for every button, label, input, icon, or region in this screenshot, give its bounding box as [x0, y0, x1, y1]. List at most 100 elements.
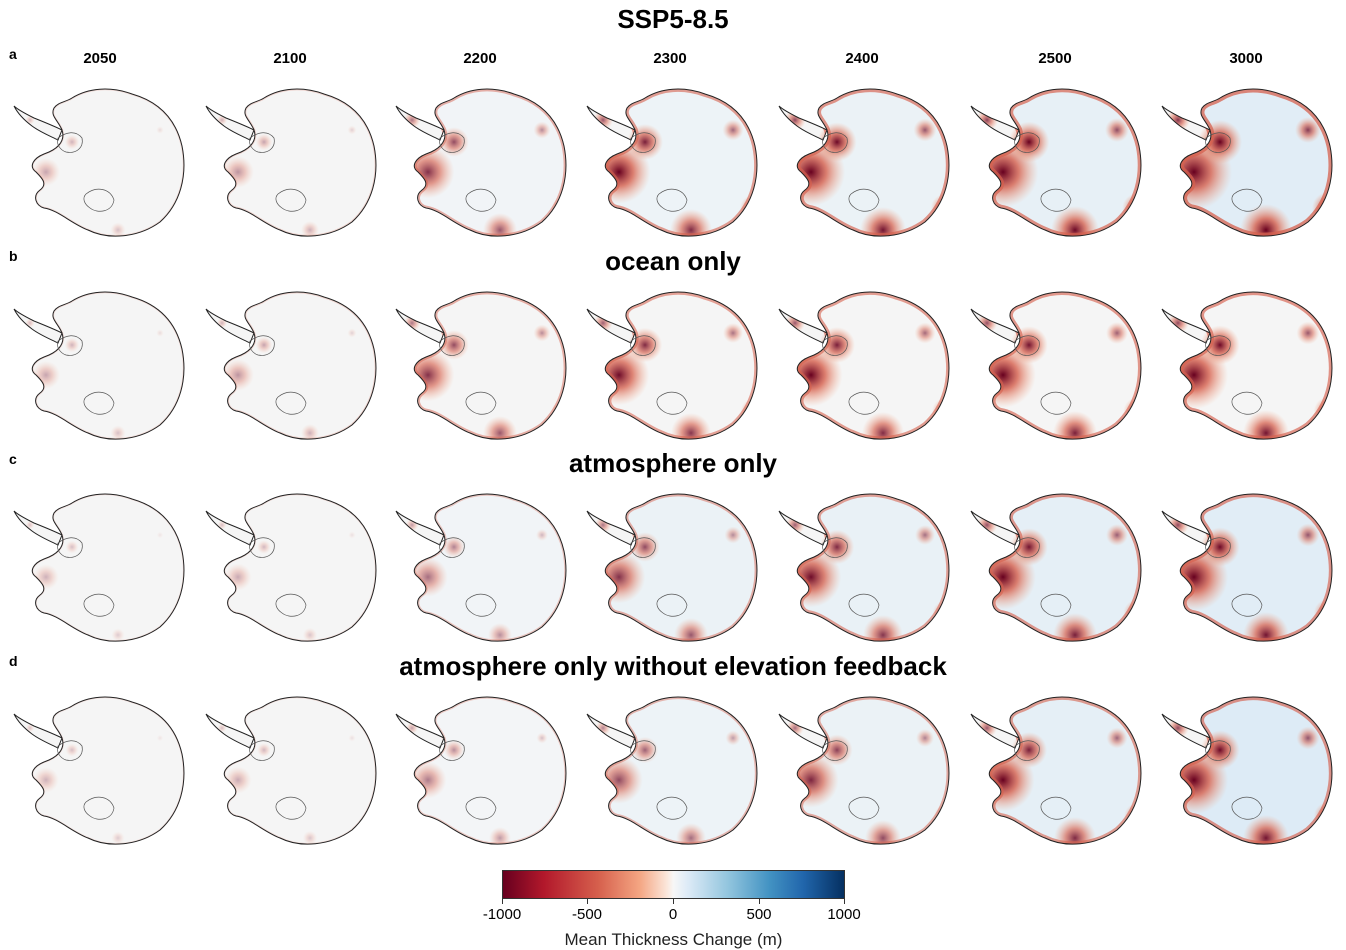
- thinning-hotspot: [1198, 120, 1242, 164]
- ice-shelf-outline: [848, 796, 880, 820]
- ice-shelf-outline: [465, 796, 497, 820]
- thinning-hotspot: [976, 312, 998, 334]
- ross-ice-shelf-outline: [822, 335, 848, 356]
- map-panel-b-2100: [205, 291, 377, 440]
- peninsula-coastline: [1161, 510, 1211, 546]
- thinning-hotspot: [742, 602, 757, 624]
- thinning-hotspot: [347, 125, 357, 135]
- thinning-hotspot: [156, 329, 164, 337]
- thinning-hotspot: [175, 406, 184, 416]
- thinning-hotspot: [111, 831, 125, 845]
- thinning-hotspot: [156, 734, 164, 742]
- map-panel-b-2400: [778, 291, 950, 440]
- ice-shelf-outline: [465, 593, 497, 617]
- thinning-hotspot: [156, 531, 164, 539]
- thinning-hotspot: [785, 313, 805, 333]
- ice-sheet: [32, 89, 184, 237]
- ice-sheet: [605, 494, 757, 642]
- peninsula-coastline: [13, 510, 63, 546]
- thinning-hotspot: [536, 732, 548, 744]
- thinning-hotspot: [301, 424, 319, 440]
- thinning-hotspot: [863, 615, 903, 642]
- peninsula-coastline: [205, 105, 255, 141]
- ice-shelf-outline: [1040, 593, 1072, 617]
- peninsula-coastline: [395, 713, 445, 749]
- antarctic-peninsula: [206, 714, 254, 748]
- ross-ice-shelf-outline: [1205, 335, 1231, 356]
- thinning-hotspot: [439, 127, 469, 157]
- thinning-hotspot: [175, 203, 184, 213]
- thinning-hotspot: [409, 761, 447, 799]
- ice-sheet: [414, 89, 566, 237]
- ice-shelf-outline: [1231, 593, 1263, 617]
- thinning-hotspot: [1106, 322, 1128, 344]
- ice-shelf-outline: [465, 188, 497, 212]
- ice-shelf-outline: [1231, 796, 1263, 820]
- ross-ice-shelf-outline: [630, 132, 656, 153]
- year-label-2200: 2200: [463, 50, 497, 67]
- colorbar-tick-label: -500: [571, 906, 603, 923]
- map-panel-a-2050: [13, 88, 185, 237]
- peninsula-coastline: [205, 510, 255, 546]
- thinning-hotspot: [367, 811, 376, 821]
- year-label-2300: 2300: [653, 50, 687, 67]
- map-panel-c-2200: [395, 493, 567, 642]
- peninsula-coastline: [586, 105, 636, 141]
- antarctic-peninsula: [206, 511, 254, 545]
- ross-ice-shelf-outline: [630, 740, 656, 761]
- thinning-hotspot: [217, 520, 227, 530]
- map-panel-b-2500: [970, 291, 1142, 440]
- thinning-hotspot: [348, 734, 356, 742]
- peninsula-coastline: [1161, 105, 1211, 141]
- thinning-hotspot: [175, 811, 184, 821]
- thinning-hotspot: [156, 126, 164, 134]
- thinning-hotspot: [915, 525, 935, 545]
- thinning-hotspot: [444, 740, 464, 760]
- colorbar-tick-label: -1000: [482, 906, 522, 923]
- peninsula-coastline: [970, 510, 1020, 546]
- ross-ice-shelf-outline: [439, 537, 465, 558]
- ice-shelf-outline: [83, 593, 115, 617]
- ice-sheet: [797, 697, 949, 845]
- ice-shelf-outline: [656, 391, 688, 415]
- peninsula-coastline: [778, 713, 828, 749]
- ross-ice-shelf-outline: [822, 537, 848, 558]
- thinning-hotspot: [723, 323, 743, 343]
- year-label-3000: 3000: [1229, 50, 1263, 67]
- colorbar-tickmark: [587, 899, 588, 904]
- map-panel-b-2300: [586, 291, 758, 440]
- panel-letter-d: d: [9, 653, 18, 669]
- ross-ice-shelf-outline: [1014, 537, 1040, 558]
- year-label-2400: 2400: [845, 50, 879, 67]
- map-panel-d-2050: [13, 696, 185, 845]
- antarctic-peninsula: [396, 511, 444, 545]
- thinning-hotspot: [914, 322, 936, 344]
- colorbar-label: Mean Thickness Change (m): [564, 930, 783, 949]
- ice-sheet: [414, 494, 566, 642]
- thinning-hotspot: [1105, 118, 1129, 142]
- ice-shelf-outline: [656, 593, 688, 617]
- thinning-hotspot: [64, 134, 80, 150]
- thinning-hotspot: [722, 119, 744, 141]
- map-panel-c-2500: [970, 493, 1142, 642]
- thinning-hotspot: [784, 109, 806, 131]
- thinning-hotspot: [1106, 727, 1128, 749]
- thinning-hotspot: [175, 608, 184, 618]
- peninsula-coastline: [1161, 308, 1211, 344]
- ice-shelf-outline: [275, 796, 307, 820]
- ross-ice-shelf-outline: [822, 740, 848, 761]
- thinning-hotspot: [1295, 117, 1321, 143]
- thinning-hotspot: [65, 540, 79, 554]
- map-grid: [13, 88, 1333, 845]
- thinning-hotspot: [110, 222, 126, 237]
- thinning-hotspot: [551, 197, 566, 219]
- ross-ice-shelf-outline: [249, 537, 275, 558]
- colorbar-tick-label: 0: [668, 906, 678, 923]
- thinning-hotspot: [865, 820, 901, 845]
- peninsula-coastline: [205, 308, 255, 344]
- thinning-hotspot: [110, 425, 126, 440]
- peninsula-coastline: [778, 510, 828, 546]
- thinning-hotspot: [1243, 410, 1289, 440]
- thinning-hotspot: [551, 400, 566, 422]
- map-panel-b-2200: [395, 291, 567, 440]
